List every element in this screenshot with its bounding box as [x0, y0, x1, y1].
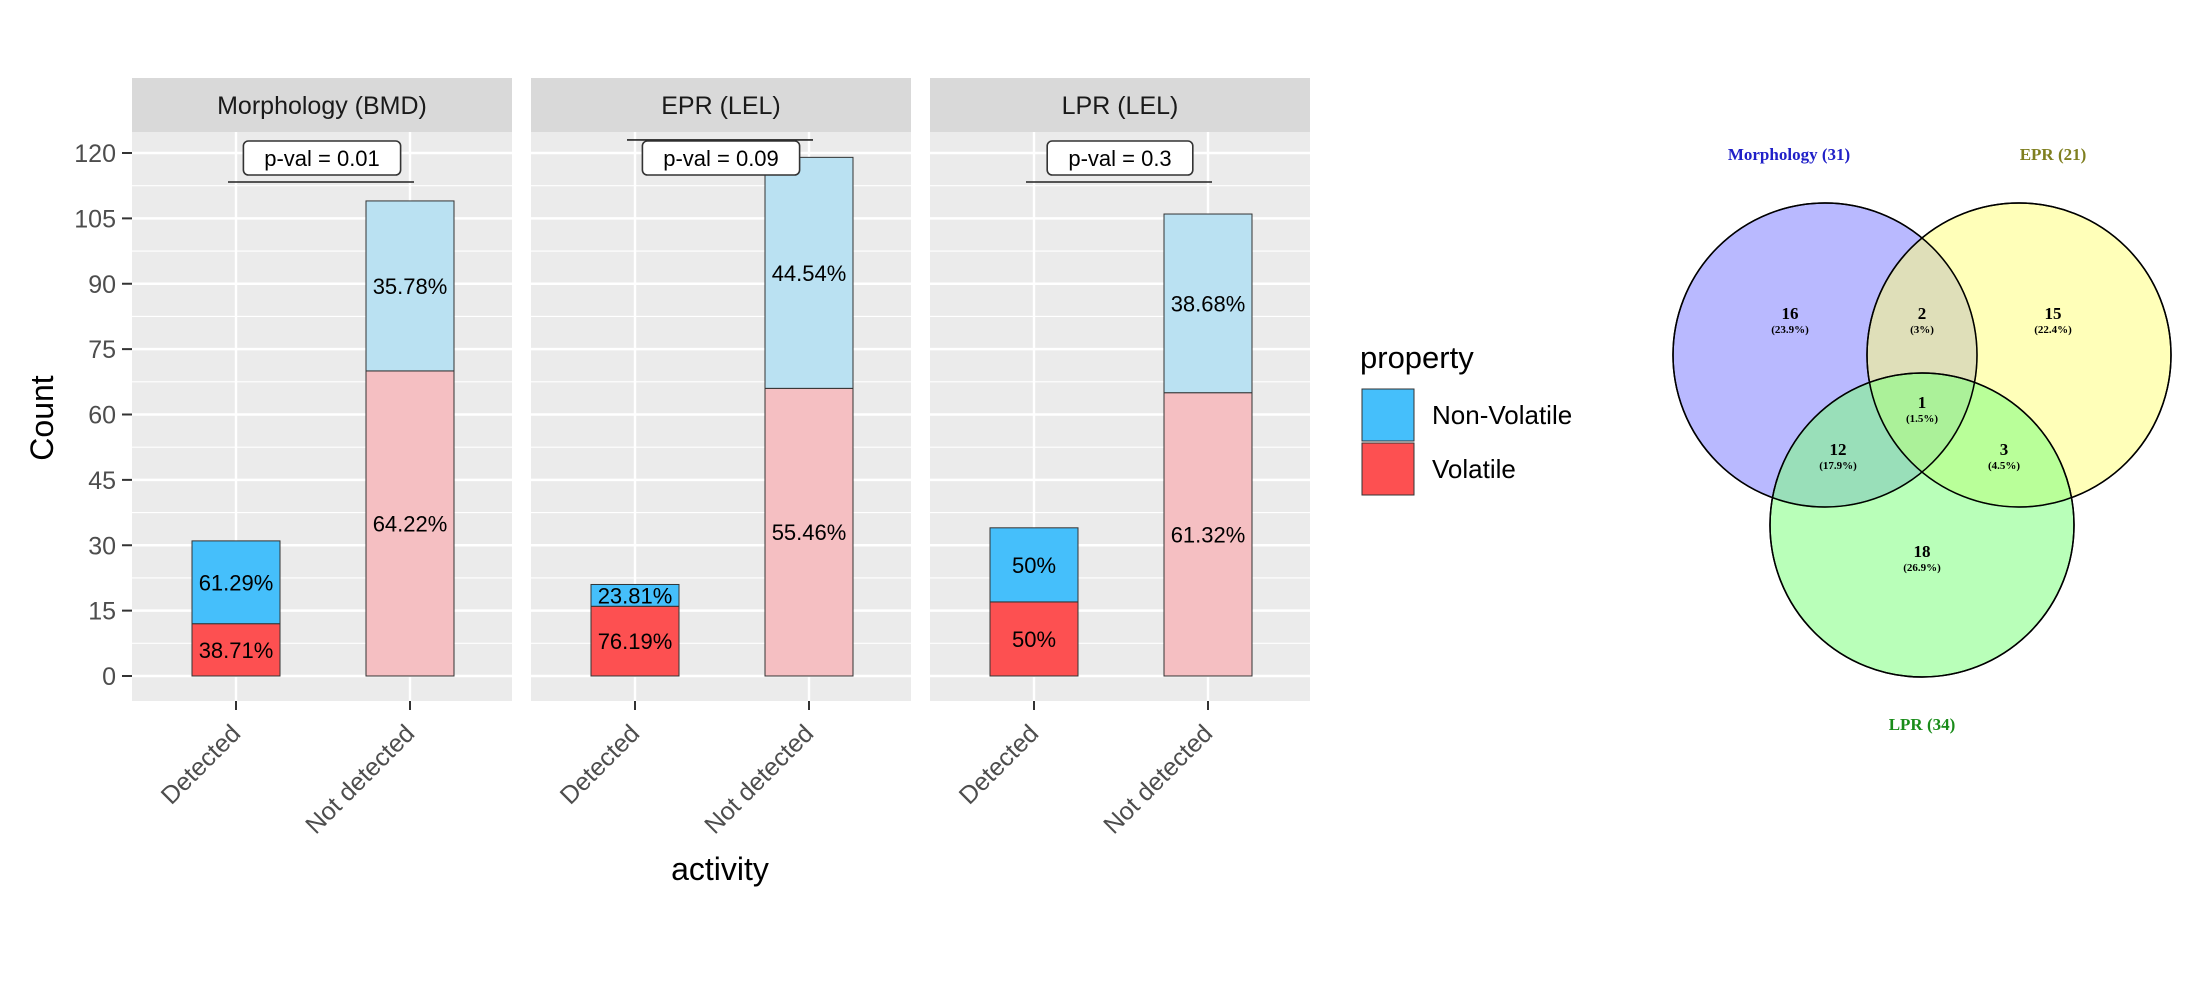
legend-key-non-volatile [1361, 388, 1415, 442]
bar-non-volatile-detected [590, 583, 680, 607]
legend: property Non-Volatile Volatile [1360, 340, 1572, 496]
venn-set-label: LPR (34) [1889, 715, 1956, 734]
facet-3: LPR (LEL) 50% 50% Detected 61.32% 38.68% Not d… [930, 78, 1310, 839]
y-tick-label: 15 [88, 598, 116, 626]
venn-region-percent: (23.9%) [1771, 324, 1809, 336]
pvalue-label: p-val = 0.09 [663, 146, 779, 171]
venn-region-count: 15 [2045, 304, 2062, 323]
facet-strip [930, 78, 1310, 132]
pvalue-box [242, 140, 402, 176]
venn-region-count: 18 [1914, 542, 1931, 561]
venn-region-count: 12 [1830, 440, 1847, 459]
facet-1: Morphology (BMD) 38.71% 61.29% Detected 64.2… [132, 78, 512, 839]
venn-circle-outline [1769, 372, 2075, 678]
venn-circle-outline [1866, 202, 2172, 508]
y-tick-label: 60 [88, 402, 116, 430]
venn-region-count: 16 [1782, 304, 1799, 323]
bar-label-non-volatile: 35.78% [373, 274, 448, 299]
bar-volatile-not-detected [1163, 392, 1253, 677]
bar-label-non-volatile: 44.54% [772, 261, 847, 286]
venn-region-percent: (22.4%) [2034, 324, 2072, 336]
legend-label-non-volatile: Non-Volatile [1432, 400, 1572, 430]
bar-non-volatile-not-detected [1163, 213, 1253, 394]
venn-region-percent: (1.5%) [1906, 413, 1938, 425]
x-tick-label: Not detected [1098, 719, 1218, 839]
pvalue-label: p-val = 0.3 [1068, 146, 1171, 171]
facet-panels: Morphology (BMD) 38.71% 61.29% Detected 64.2… [74, 78, 1310, 839]
x-tick-label: Not detected [300, 719, 420, 839]
y-tick-label: 105 [74, 205, 116, 233]
bar-volatile-not-detected [365, 370, 455, 677]
legend-title: property [1360, 340, 1474, 375]
y-tick-label: 45 [88, 467, 116, 495]
pvalue-box [641, 140, 801, 176]
bar-label-volatile: 55.46% [772, 520, 847, 545]
legend-key-volatile [1361, 442, 1415, 496]
venn-diagram: Morphology (31) EPR (21) LPR (34) 16(23.9%)… [1672, 145, 2172, 734]
x-tick-label: Detected [555, 719, 646, 810]
bar-label-non-volatile: 50% [1012, 553, 1056, 578]
venn-set-label: EPR (21) [2020, 145, 2087, 164]
venn-region-percent: (3%) [1910, 324, 1934, 336]
x-tick-label: Not detected [699, 719, 819, 839]
x-tick-label: Detected [156, 719, 247, 810]
bar-volatile-detected [590, 605, 680, 677]
bar-label-non-volatile: 61.29% [199, 570, 274, 595]
x-tick-label: Detected [954, 719, 1045, 810]
bar-non-volatile-not-detected [365, 200, 455, 372]
pvalue-label: p-val = 0.01 [264, 146, 380, 171]
venn-region-count: 2 [1918, 304, 1927, 323]
facet-title: LPR (LEL) [1062, 92, 1179, 120]
legend-label-volatile: Volatile [1432, 454, 1516, 484]
venn-region-percent: (4.5%) [1988, 460, 2020, 472]
bar-non-volatile-detected [989, 527, 1079, 603]
bar-label-volatile: 61.32% [1171, 522, 1246, 547]
y-tick-label: 120 [74, 140, 116, 168]
facet-title: Morphology (BMD) [217, 92, 427, 120]
facet-2: EPR (LEL) 76.19% 23.81% Detected 55.46% 44.54… [531, 78, 911, 839]
venn-region-percent: (17.9%) [1819, 460, 1857, 472]
y-tick-label: 30 [88, 532, 116, 560]
bar-label-volatile: 76.19% [598, 629, 673, 654]
y-tick-label: 75 [88, 336, 116, 364]
facet-title: EPR (LEL) [661, 92, 780, 120]
bar-label-volatile: 50% [1012, 627, 1056, 652]
y-tick-label: 90 [88, 271, 116, 299]
bar-label-non-volatile: 23.81% [598, 583, 673, 608]
venn-region-count: 3 [2000, 440, 2009, 459]
bar-non-volatile-not-detected [764, 156, 854, 389]
bar-label-volatile: 38.71% [199, 638, 274, 663]
bar-volatile-detected [989, 601, 1079, 677]
x-axis-title: activity [671, 851, 769, 887]
facet-strip [531, 78, 911, 132]
bar-label-volatile: 64.22% [373, 511, 448, 536]
facet-strip [132, 78, 512, 132]
venn-region-count: 1 [1918, 393, 1927, 412]
bar-volatile-not-detected [764, 387, 854, 677]
bar-label-non-volatile: 38.68% [1171, 291, 1246, 316]
y-axis-title: Count [24, 375, 60, 461]
bar-non-volatile-detected [191, 540, 281, 625]
venn-circle-outline [1672, 202, 1978, 508]
pvalue-box [1046, 140, 1194, 176]
venn-region-percent: (26.9%) [1903, 562, 1941, 574]
venn-set-label: Morphology (31) [1728, 145, 1850, 164]
y-tick-label: 0 [102, 663, 116, 691]
